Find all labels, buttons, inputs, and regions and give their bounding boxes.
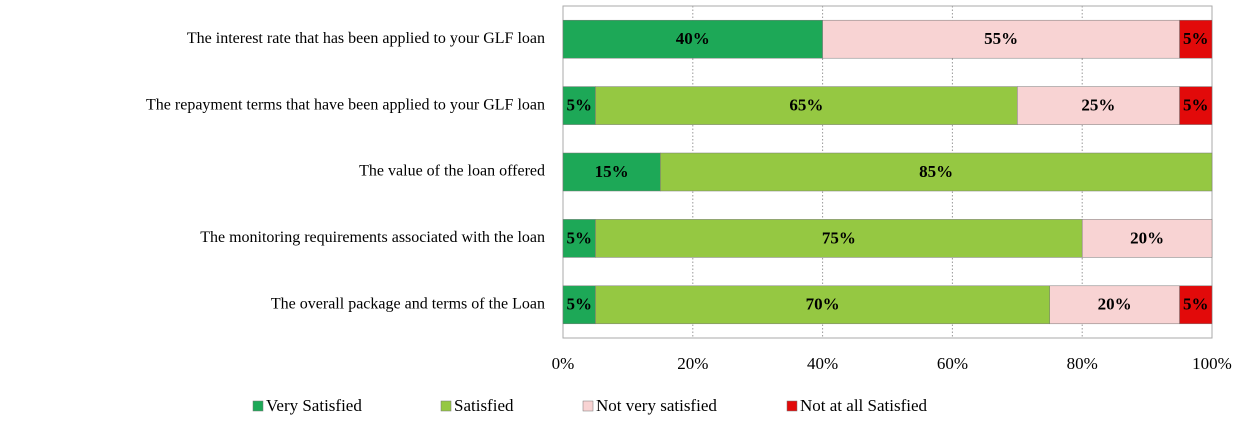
data-label: 20% xyxy=(1098,295,1132,314)
category-label: The value of the loan offered xyxy=(359,163,545,180)
bar-segment xyxy=(1179,86,1213,125)
data-label: 5% xyxy=(1183,96,1209,115)
legend-swatch xyxy=(440,400,452,412)
bar-segment xyxy=(1179,19,1213,59)
bar-segment xyxy=(595,285,1050,325)
legend-label: Not at all Satisfied xyxy=(800,396,928,415)
data-label: 5% xyxy=(566,228,592,247)
bar-segment xyxy=(1049,285,1180,325)
category-label: The repayment terms that have been appli… xyxy=(146,96,545,113)
data-label: 20% xyxy=(1130,228,1164,247)
data-label: 85% xyxy=(919,162,953,181)
x-tick-label: 60% xyxy=(937,354,968,373)
bar-segment xyxy=(562,152,661,192)
data-label: 70% xyxy=(806,295,840,314)
legend-swatch xyxy=(582,400,594,412)
legend-swatch xyxy=(786,400,798,412)
data-label: 5% xyxy=(566,295,592,314)
category-label: The overall package and terms of the Loa… xyxy=(271,295,545,312)
bar-segment xyxy=(562,19,823,59)
legend-label: Very Satisfied xyxy=(266,396,362,415)
bar-segment xyxy=(1081,219,1213,258)
data-label: 25% xyxy=(1081,96,1115,115)
data-label: 5% xyxy=(566,96,592,115)
x-tick-label: 100% xyxy=(1192,354,1232,373)
legend-label: Not very satisfied xyxy=(596,396,717,415)
x-tick-label: 80% xyxy=(1067,354,1098,373)
bar-segment xyxy=(1017,86,1180,125)
bar-segment xyxy=(1179,285,1213,325)
bar-segment xyxy=(595,219,1083,258)
bar-segment xyxy=(660,152,1213,192)
category-label: The monitoring requirements associated w… xyxy=(200,229,545,246)
data-label: 5% xyxy=(1183,295,1209,314)
data-label: 55% xyxy=(984,29,1018,48)
data-label: 5% xyxy=(1183,29,1209,48)
data-label: 65% xyxy=(789,96,823,115)
category-label: The interest rate that has been applied … xyxy=(187,30,545,47)
bar-segment xyxy=(562,86,596,125)
data-label: 75% xyxy=(822,228,856,247)
data-label: 40% xyxy=(676,29,710,48)
bar-segment xyxy=(595,86,1018,125)
bar-segment xyxy=(562,285,596,325)
legend-label: Satisfied xyxy=(454,396,514,415)
data-label: 15% xyxy=(595,162,629,181)
legend-swatch xyxy=(252,400,264,412)
x-tick-label: 40% xyxy=(807,354,838,373)
x-tick-label: 20% xyxy=(677,354,708,373)
x-tick-label: 0% xyxy=(552,354,575,373)
